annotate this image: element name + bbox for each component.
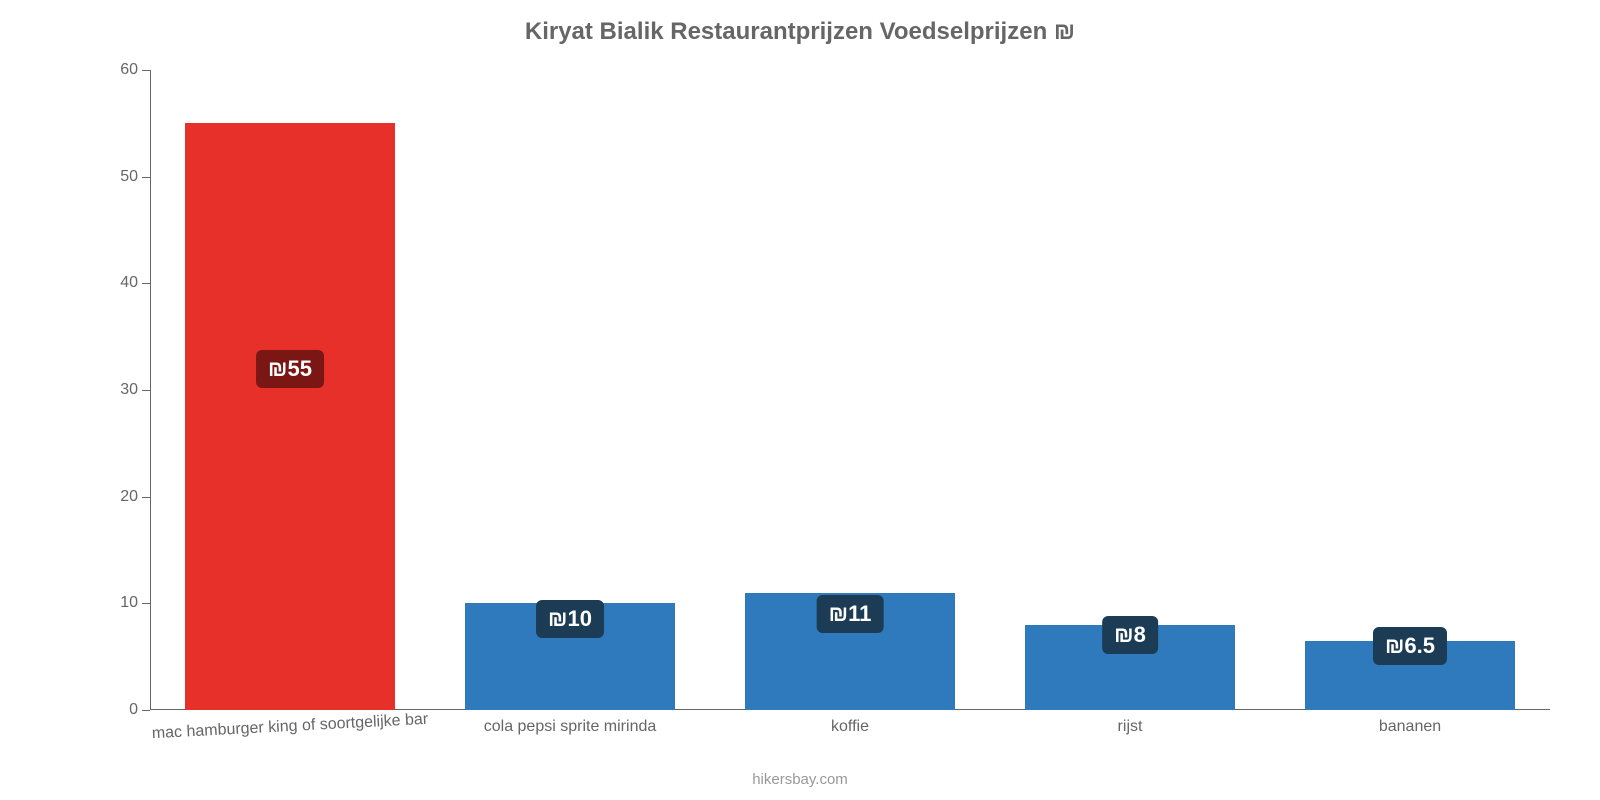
x-tick-label: mac hamburger king of soortgelijke bar: [151, 711, 428, 743]
x-tick-label: koffie: [831, 718, 869, 736]
y-tick: [142, 710, 150, 711]
bar-value-label: ₪8: [1102, 616, 1158, 654]
price-chart: Kiryat Bialik Restaurantprijzen Voedselp…: [0, 0, 1600, 800]
y-tick: [142, 390, 150, 391]
y-tick: [142, 177, 150, 178]
y-tick: [142, 497, 150, 498]
bar: [185, 123, 395, 710]
x-tick-label: cola pepsi sprite mirinda: [484, 718, 657, 736]
bar-value-label: ₪55: [256, 350, 324, 388]
y-tick: [142, 283, 150, 284]
y-tick-label: 10: [120, 594, 138, 612]
y-tick: [142, 70, 150, 71]
y-tick-label: 60: [120, 61, 138, 79]
attribution-text: hikersbay.com: [0, 771, 1600, 788]
plot-area: 0102030405060₪55mac hamburger king of so…: [150, 70, 1550, 710]
bar-value-label: ₪11: [817, 595, 884, 633]
y-axis: [150, 70, 151, 710]
chart-title: Kiryat Bialik Restaurantprijzen Voedselp…: [0, 18, 1600, 46]
x-tick-label: rijst: [1118, 718, 1143, 736]
y-tick-label: 30: [120, 381, 138, 399]
bar-value-label: ₪6.5: [1373, 627, 1447, 665]
y-tick: [142, 603, 150, 604]
bar-value-label: ₪10: [536, 600, 604, 638]
y-tick-label: 50: [120, 168, 138, 186]
y-tick-label: 0: [129, 701, 138, 719]
y-tick-label: 20: [120, 488, 138, 506]
x-tick-label: bananen: [1379, 718, 1441, 736]
y-tick-label: 40: [120, 274, 138, 292]
